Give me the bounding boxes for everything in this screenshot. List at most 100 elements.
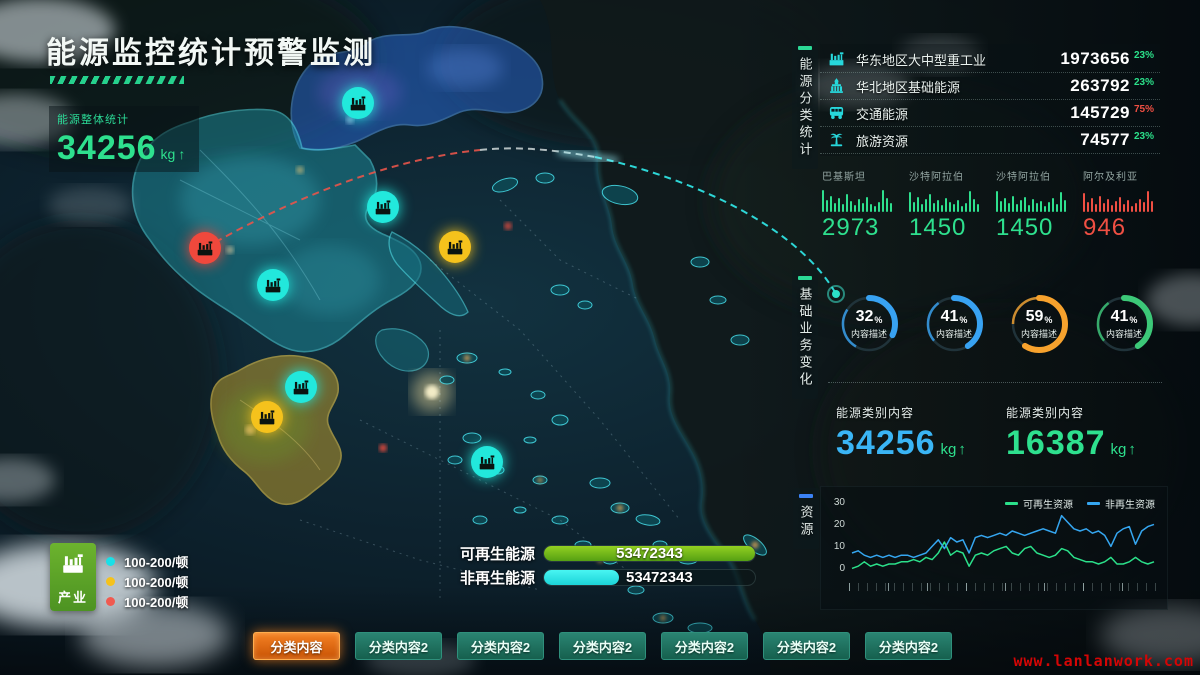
bar-chart-value: 946 — [1083, 214, 1127, 241]
mini-bar-series — [909, 186, 983, 212]
factory-icon — [196, 239, 214, 257]
page-title: 能源监控统计预警监测 — [46, 37, 376, 70]
donut-percent: 32 — [855, 307, 874, 325]
row-label: 华北地区基础能源 — [856, 79, 961, 95]
energy-stat-value: 16387 — [1006, 424, 1106, 462]
donut-label: 内容描述 — [850, 328, 887, 339]
tab-dash-icon — [798, 276, 812, 280]
factory-icon — [374, 198, 392, 216]
industry-legend-box: 产业 — [50, 543, 96, 611]
factory-icon — [292, 378, 310, 396]
legend-item-label: 100-200/顿 — [124, 574, 189, 590]
category-button-6[interactable]: 分类内容2 — [763, 632, 850, 660]
factory-marker-red[interactable] — [189, 232, 221, 264]
legend-item-label: 100-200/顿 — [124, 554, 189, 570]
country-bar-charts: 巴基斯坦 2973 沙特阿拉伯 1450 沙特阿拉伯 1450 阿尔及利亚 94… — [822, 168, 1157, 240]
bar-chart-value: 1450 — [909, 214, 967, 241]
legend-item-label: 100-200/顿 — [124, 594, 189, 610]
legend-dash-icon — [1005, 502, 1018, 505]
tab-basic-business-change: 基础业务变化 — [792, 270, 818, 399]
tab-resources: 资源 — [793, 488, 819, 549]
row-value: 263792 — [1070, 76, 1130, 95]
donut-label: 内容描述 — [1105, 328, 1142, 339]
tab-dash-icon — [798, 46, 812, 50]
bar-label: 非再生能源 — [459, 570, 535, 587]
factory-marker-cyan-2[interactable] — [367, 191, 399, 223]
energy-stat-green: 能源类别内容 16387 kg ↑ — [1006, 406, 1136, 462]
factory-icon — [478, 453, 496, 471]
bar-chart-title: 巴基斯坦 — [822, 172, 866, 183]
category-row-heavy-industry[interactable]: 华东地区大中型重工业 1973656 23% — [820, 46, 1160, 73]
category-button-2[interactable]: 分类内容2 — [355, 632, 442, 660]
tab-dash-icon — [799, 494, 813, 498]
energy-stat-label: 能源类别内容 — [836, 406, 915, 420]
bar-value: 53472343 — [626, 569, 693, 586]
overall-stat-value: 34256 — [57, 129, 157, 167]
watermark: www.lanlanwork.com — [1013, 652, 1194, 670]
factory-marker-yellow-1[interactable] — [439, 231, 471, 263]
legend-dash-icon — [1087, 502, 1100, 505]
row-value: 1973656 — [1060, 49, 1130, 68]
row-percent: 23% — [1134, 76, 1155, 88]
category-button-1[interactable]: 分类内容 — [253, 632, 340, 660]
row-value: 145729 — [1070, 103, 1130, 122]
bar-chart-title: 阿尔及利亚 — [1083, 172, 1138, 183]
legend-item-2: 100-200/顿 — [106, 571, 188, 591]
factory-marker-cyan-3[interactable] — [257, 269, 289, 301]
tab-energy-category-stats: 能源分类统计 — [792, 40, 818, 169]
bar-chart-saudi-2: 沙特阿拉伯 1450 — [996, 168, 1070, 240]
mini-bar-series — [996, 186, 1070, 212]
bus-icon — [828, 104, 846, 122]
category-button-7[interactable]: 分类内容2 — [865, 632, 952, 660]
category-button-5[interactable]: 分类内容2 — [661, 632, 748, 660]
factory-icon — [60, 551, 86, 575]
energy-category-panel: 华东地区大中型重工业 1973656 23% 华北地区基础能源 263792 2… — [820, 44, 1160, 156]
bar-chart-saudi-1: 沙特阿拉伯 1450 — [909, 168, 983, 240]
category-row-transport-energy[interactable]: 交通能源 145729 75% — [820, 100, 1160, 127]
renewable-bar-fill — [544, 546, 755, 561]
renewable-energy-bar-row: 可再生能源 53472343 — [440, 543, 756, 564]
energy-stat-label: 能源类别内容 — [1006, 406, 1085, 420]
bar-chart-title: 沙特阿拉伯 — [996, 172, 1051, 183]
factory-icon — [258, 408, 276, 426]
tab-label: 资源 — [798, 505, 814, 539]
donut-chart-4: 41% 内容描述 — [1092, 292, 1156, 356]
trend-up-icon: ↑ — [958, 441, 966, 458]
legend-item-3: 100-200/顿 — [106, 591, 188, 611]
legend-dot-icon — [106, 596, 115, 606]
category-row-basic-energy[interactable]: 华北地区基础能源 263792 23% — [820, 73, 1160, 100]
category-button-3[interactable]: 分类内容2 — [457, 632, 544, 660]
energy-stat-blue: 能源类别内容 34256 kg ↑ — [836, 406, 966, 462]
category-button-4[interactable]: 分类内容2 — [559, 632, 646, 660]
factory-marker-cyan-4[interactable] — [285, 371, 317, 403]
factory-icon — [264, 276, 282, 294]
factory-marker-yellow-2[interactable] — [251, 401, 283, 433]
bar-value: 53472343 — [616, 545, 683, 562]
category-button-bar: 分类内容 分类内容2 分类内容2 分类内容2 分类内容2 分类内容2 分类内容2 — [253, 632, 952, 660]
legend-dot-icon — [106, 576, 115, 586]
overall-stat-unit: kg — [160, 146, 176, 162]
tab-label: 能源分类统计 — [797, 57, 813, 159]
category-row-tourism[interactable]: 旅游资源 74577 23% — [820, 127, 1160, 154]
map-legend-items: 100-200/顿 100-200/顿 100-200/顿 — [106, 551, 188, 611]
factory-marker-cyan-1[interactable] — [342, 87, 374, 119]
x-axis-ticks — [849, 583, 1159, 591]
trend-up-icon: ↑ — [178, 146, 186, 162]
bar-chart-pakistan: 巴基斯坦 2973 — [822, 168, 896, 240]
renewable-bar-track: 53472343 — [543, 545, 756, 562]
line-chart — [851, 514, 1155, 570]
bar-label: 可再生能源 — [459, 546, 535, 563]
bar-chart-value: 2973 — [822, 214, 880, 241]
row-percent: 23% — [1134, 130, 1155, 142]
overall-stat-panel: 能源整体统计 34256 kg ↑ — [49, 106, 199, 172]
row-percent: 23% — [1134, 49, 1155, 61]
building-icon — [828, 77, 846, 95]
factory-icon — [446, 238, 464, 256]
row-label: 华东地区大中型重工业 — [856, 52, 987, 68]
factory-marker-cyan-5[interactable] — [471, 446, 503, 478]
bar-chart-value: 1450 — [996, 214, 1054, 241]
resource-line-chart-panel: 可再生资源 非再生资源 30 20 10 0 — [820, 486, 1168, 610]
y-axis-labels: 30 20 10 0 — [833, 497, 845, 574]
